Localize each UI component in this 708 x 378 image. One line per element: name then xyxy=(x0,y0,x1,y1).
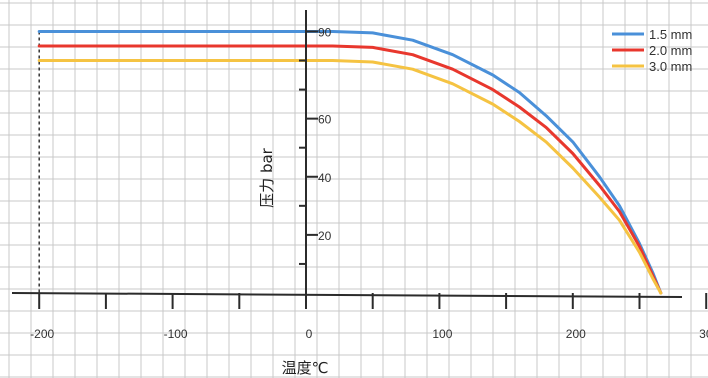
x-tick-label: -100 xyxy=(164,327,188,341)
x-tick-label: -200 xyxy=(30,327,54,341)
series-line-2 xyxy=(37,44,663,295)
x-tick-label: 0 xyxy=(306,327,313,341)
y-axis-title: 压力 bar xyxy=(258,147,276,207)
series-line-3 xyxy=(37,59,663,295)
series-line-1 xyxy=(37,30,663,295)
legend-label: 2.0 mm xyxy=(649,43,692,58)
legend-label: 1.5 mm xyxy=(649,27,692,42)
x-tick-label: 100 xyxy=(432,327,452,341)
series-group xyxy=(37,30,663,295)
x-tick-label: 300 xyxy=(699,327,708,341)
y-tick-label: 40 xyxy=(318,171,332,185)
y-tick-label: 20 xyxy=(318,229,332,243)
x-tick-label: 200 xyxy=(566,327,586,341)
legend: 1.5 mm2.0 mm3.0 mm xyxy=(612,27,692,74)
ticks: -200 -100 0 100 200 300 20 40 60 90 xyxy=(30,25,708,341)
y-tick-label: 60 xyxy=(318,113,332,127)
legend-label: 3.0 mm xyxy=(649,59,692,74)
y-tick-label: 90 xyxy=(318,25,332,39)
x-axis-title: 温度℃ xyxy=(282,359,329,377)
x-axis xyxy=(11,292,683,298)
